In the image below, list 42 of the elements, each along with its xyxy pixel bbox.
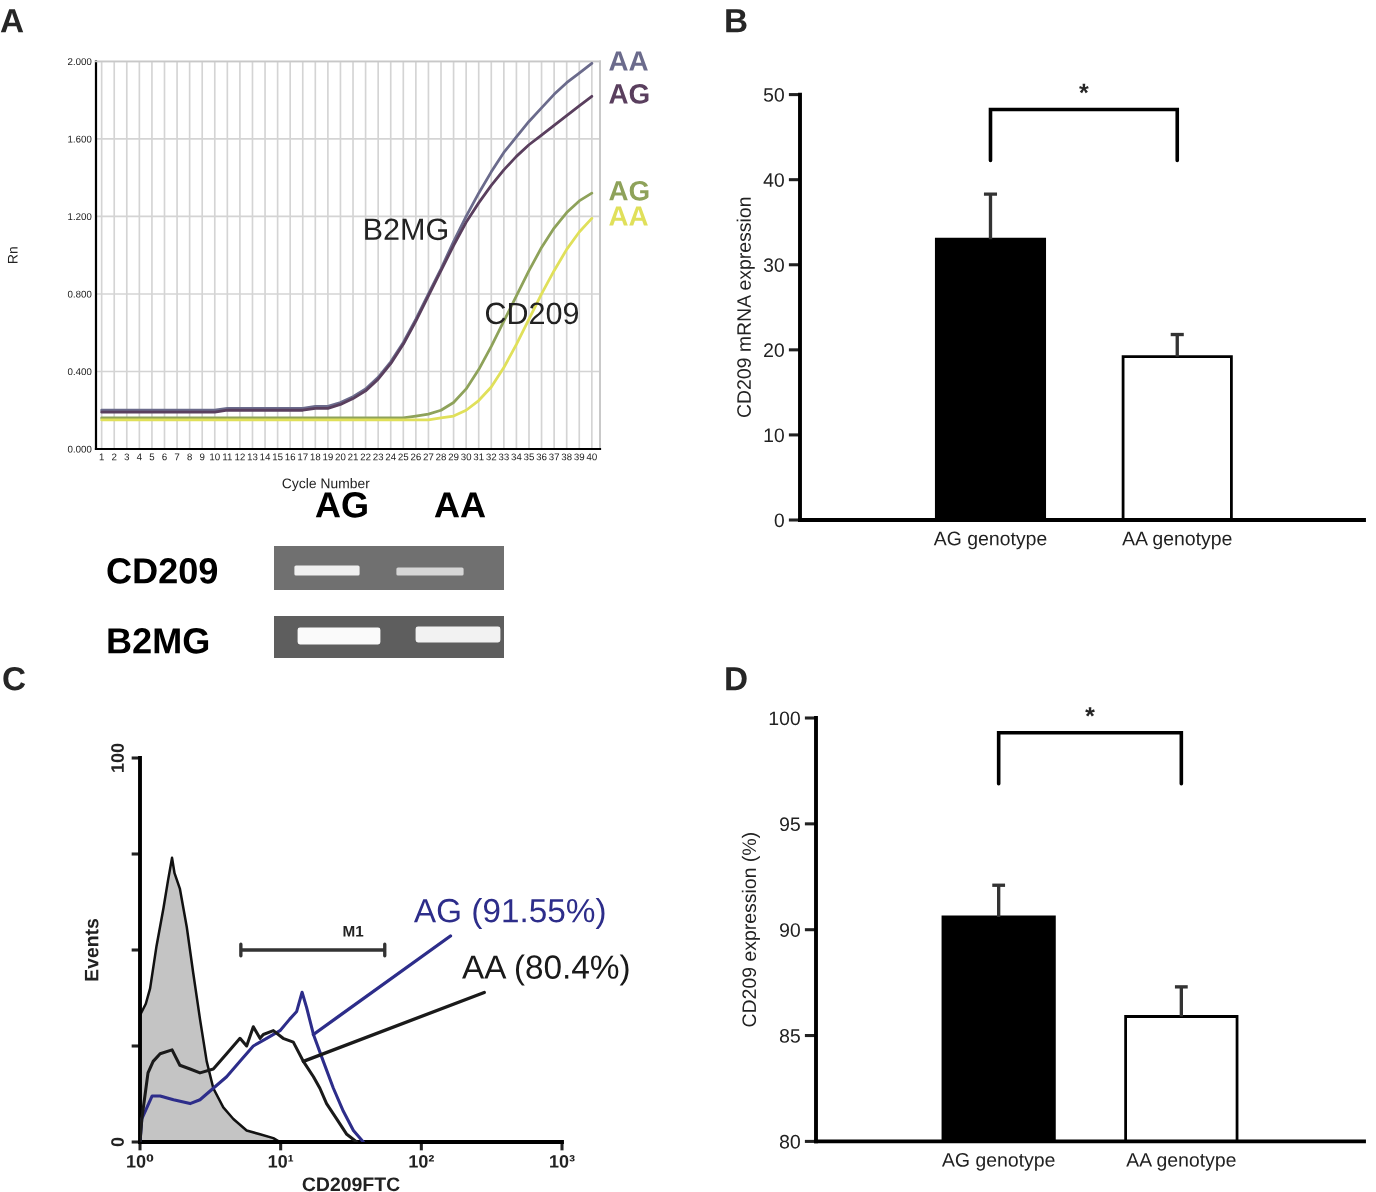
- series-label: AG: [609, 180, 649, 201]
- series-label: AG: [609, 84, 649, 104]
- chart-title: A: [0, 9, 24, 33]
- series-label: AA: [609, 206, 648, 226]
- y-axis-title: CD209 mRNA expression: [736, 197, 755, 418]
- y-tick-label: 20: [764, 343, 784, 358]
- x-tick-label: 10¹: [268, 1154, 294, 1168]
- chart-title: D: [726, 667, 747, 691]
- text: B2MG: [108, 628, 209, 654]
- y-tick-label: 95: [780, 817, 800, 832]
- x-tick-label: AG genotype: [933, 531, 1047, 550]
- x-tick-label: AG genotype: [941, 1153, 1055, 1171]
- y-tick-label: 100: [111, 743, 124, 772]
- y-axis-title: CD209 expression (%): [741, 833, 760, 1027]
- x-tick-label: AA genotype: [1122, 531, 1232, 550]
- y-tick-label: 80: [779, 1134, 800, 1149]
- x-tick-label: AA genotype: [1126, 1153, 1236, 1171]
- y-tick-label: 90: [780, 923, 800, 937]
- y-tick-label: 10: [764, 428, 784, 443]
- y-axis-title: Events: [84, 918, 99, 981]
- annotation: B2MG: [365, 218, 447, 241]
- y-tick-label: 40: [763, 173, 784, 187]
- x-tick-label: 10²: [409, 1154, 434, 1168]
- text: *: [1085, 707, 1095, 717]
- chart-title: B: [726, 9, 747, 33]
- x-tick-label: 10³: [550, 1154, 575, 1168]
- text: CD209: [107, 558, 218, 584]
- y-tick-label: 85: [779, 1029, 800, 1043]
- y-tick-label: 100: [769, 711, 800, 726]
- y-tick-label: 0: [111, 1137, 124, 1147]
- x-tick-label: 10⁰: [127, 1154, 154, 1168]
- y-tick-label: 30: [763, 258, 784, 272]
- text: AA (80.4%): [462, 954, 629, 986]
- text: AG (91.55%): [413, 897, 605, 930]
- y-tick-label: 50: [763, 88, 784, 102]
- text: *: [1079, 83, 1089, 94]
- text: AA: [434, 492, 486, 518]
- text: AG: [315, 492, 367, 518]
- series-label: AA: [609, 51, 648, 71]
- y-tick-label: 0: [774, 513, 784, 528]
- x-axis-title: CD209FTC: [302, 1177, 400, 1192]
- chart-title: C: [3, 666, 26, 691]
